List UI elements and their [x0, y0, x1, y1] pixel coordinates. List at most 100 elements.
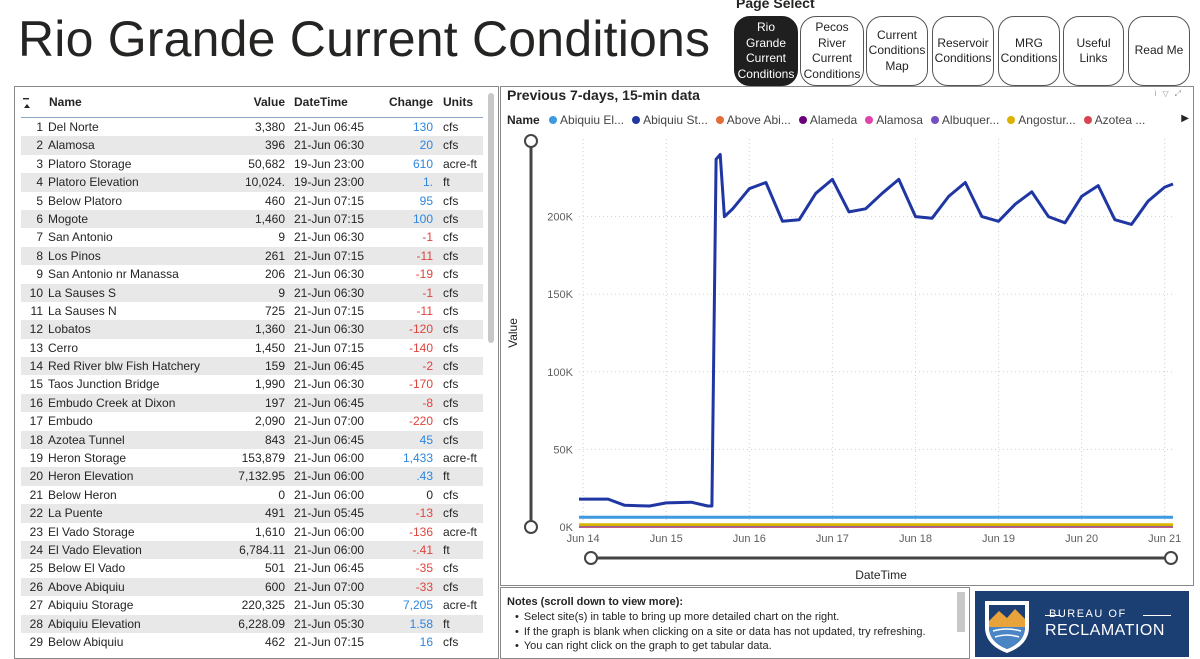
line-chart[interactable]: Jun 14 Jun 15 Jun 16 Jun 17 Jun 18 Jun 19 Jun …: [501, 87, 1195, 587]
table-scrollbar[interactable]: [488, 93, 494, 343]
header-datetime[interactable]: DateTime: [294, 95, 348, 109]
nav-button-6[interactable]: Useful Links: [1063, 16, 1124, 86]
x-slider-handle-right[interactable]: [1164, 551, 1178, 565]
row-name: Lobatos: [48, 322, 91, 337]
row-value: 9: [278, 230, 285, 245]
row-units: cfs: [443, 138, 459, 153]
table-row[interactable]: 28 Abiquiu Elevation 6,228.09 21-Jun 05:30 1…: [21, 614, 483, 633]
y-axis-label: Value: [506, 318, 520, 348]
row-change: -33: [415, 579, 433, 594]
table-row[interactable]: 2 Alamosa 396 21-Jun 06:30 20 cfs: [21, 136, 483, 155]
table-row[interactable]: 12 Lobatos 1,360 21-Jun 06:30 -120 cfs: [21, 320, 483, 339]
row-value: 153,879: [241, 451, 285, 466]
notes-scrollbar[interactable]: [957, 592, 965, 632]
nav-button-2[interactable]: Pecos River Current Conditions: [800, 16, 864, 86]
row-change: -.41: [412, 542, 433, 557]
legend-label: Abiquiu El...: [560, 113, 625, 127]
nav-button-4[interactable]: Reservoir Conditions: [932, 16, 994, 86]
table-row[interactable]: 21 Below Heron 0 21-Jun 06:00 0 cfs: [21, 486, 483, 504]
header-name[interactable]: Name: [49, 95, 82, 109]
header-value[interactable]: Value: [253, 95, 285, 109]
table-row[interactable]: 1 Del Norte 3,380 21-Jun 06:45 130 cfs: [21, 118, 483, 136]
row-datetime: 21-Jun 07:00: [294, 579, 365, 594]
row-name: La Puente: [48, 506, 103, 521]
nav-button-1[interactable]: Rio Grande Current Conditions: [734, 16, 798, 86]
nav-button-3[interactable]: Current Conditions Map: [866, 16, 928, 86]
row-units: cfs: [443, 561, 459, 576]
table-row[interactable]: 26 Above Abiquiu 600 21-Jun 07:00 -33 cfs: [21, 577, 483, 597]
table-row[interactable]: 7 San Antonio 9 21-Jun 06:30 -1 cfs: [21, 228, 483, 246]
table-row[interactable]: 19 Heron Storage 153,879 21-Jun 06:00 1,433 a…: [21, 449, 483, 467]
table-row[interactable]: 8 Los Pinos 261 21-Jun 07:15 -11 cfs: [21, 246, 483, 266]
header-units[interactable]: Units: [443, 95, 473, 109]
row-datetime: 21-Jun 06:00: [294, 469, 365, 484]
nav-button-5[interactable]: MRG Conditions: [998, 16, 1060, 86]
y-slider-handle-top[interactable]: [524, 134, 538, 148]
row-name: Heron Storage: [48, 451, 127, 466]
filter-icon[interactable]: ▽: [1162, 89, 1175, 98]
nav-button-7[interactable]: Read Me: [1128, 16, 1190, 86]
row-change: 7,205: [402, 598, 433, 613]
header-change[interactable]: Change: [388, 95, 433, 109]
y-slider-handle-bottom[interactable]: [524, 520, 538, 534]
table-row[interactable]: 11 La Sauses N 725 21-Jun 07:15 -11 cfs: [21, 302, 483, 320]
row-units: cfs: [443, 414, 459, 429]
table-row[interactable]: 10 La Sauses S 9 21-Jun 06:30 -1 cfs: [21, 283, 483, 302]
table-row[interactable]: 16 Embudo Creek at Dixon 197 21-Jun 06:45 -8…: [21, 393, 483, 413]
row-change: 1.58: [409, 616, 433, 631]
row-change: -220: [408, 414, 433, 429]
table-row[interactable]: 15 Taos Junction Bridge 1,990 21-Jun 06:30 -…: [21, 375, 483, 393]
table-row[interactable]: 3 Platoro Storage 50,682 19-Jun 23:00 610 acr…: [21, 155, 483, 173]
table-row[interactable]: 25 Below El Vado 501 21-Jun 06:45 -35 cfs: [21, 559, 483, 577]
table-row[interactable]: 24 El Vado Elevation 6,784.11 21-Jun 06:00 -…: [21, 540, 483, 560]
table-row[interactable]: 13 Cerro 1,450 21-Jun 07:15 -140 cfs: [21, 339, 483, 357]
row-units: cfs: [443, 322, 459, 337]
legend-item[interactable]: Alameda: [798, 113, 857, 127]
legend-item[interactable]: Abiquiu St...: [632, 113, 708, 127]
table-row[interactable]: 9 San Antonio nr Manassa 206 21-Jun 06:30 -1…: [21, 265, 483, 283]
table-row[interactable]: 23 El Vado Storage 1,610 21-Jun 06:00 -136 ac…: [21, 523, 483, 541]
table-row[interactable]: 22 La Puente 491 21-Jun 05:45 -13 cfs: [21, 504, 483, 523]
table-row[interactable]: 5 Below Platoro 460 21-Jun 07:15 95 cfs: [21, 192, 483, 210]
table-row[interactable]: 27 Abiquiu Storage 220,325 21-Jun 05:30 7,20…: [21, 596, 483, 614]
row-datetime: 21-Jun 07:15: [294, 340, 365, 355]
page-title: Rio Grande Current Conditions: [18, 11, 711, 67]
row-change: 1.: [422, 175, 433, 190]
series-line[interactable]: [579, 153, 1174, 508]
x-tick-label: Jun 16: [733, 533, 766, 545]
row-datetime: 21-Jun 05:30: [294, 616, 365, 631]
legend-label: Above Abi...: [726, 113, 791, 127]
legend-item[interactable]: Alamosa: [865, 113, 923, 127]
logo-rule-left: [1045, 615, 1061, 616]
x-slider-handle-left[interactable]: [584, 551, 598, 565]
table-row[interactable]: 6 Mogote 1,460 21-Jun 07:15 100 cfs: [21, 209, 483, 229]
sort-icon[interactable]: [22, 97, 32, 109]
y-tick-label: 50K: [553, 444, 573, 456]
table-row[interactable]: 4 Platoro Elevation 10,024. 19-Jun 23:00 1. f…: [21, 173, 483, 192]
row-index: 8: [36, 248, 43, 263]
row-value: 3,380: [254, 120, 285, 134]
focus-mode-icon[interactable]: ⤢: [1174, 89, 1187, 98]
legend-item[interactable]: Abiquiu El...: [549, 113, 624, 127]
legend-item[interactable]: Angostur...: [1007, 113, 1076, 127]
row-index: 5: [36, 193, 43, 208]
row-datetime: 21-Jun 06:00: [294, 524, 365, 539]
legend-item[interactable]: Albuquer...: [930, 113, 999, 127]
info-icon[interactable]: i: [1154, 89, 1163, 98]
table-row[interactable]: 18 Azotea Tunnel 843 21-Jun 06:45 45 cfs: [21, 430, 483, 450]
row-index: 27: [29, 598, 43, 613]
legend-item[interactable]: Above Abi...: [715, 113, 791, 127]
row-change: 610: [412, 156, 433, 171]
legend-item[interactable]: Azotea ...: [1083, 113, 1145, 127]
row-index: 28: [29, 616, 43, 631]
table-row[interactable]: 20 Heron Elevation 7,132.95 21-Jun 06:00 .43…: [21, 467, 483, 486]
legend-next-icon[interactable]: ▶: [1181, 113, 1189, 124]
table-row[interactable]: 17 Embudo 2,090 21-Jun 07:00 -220 cfs: [21, 412, 483, 430]
table-row[interactable]: 14 Red River blw Fish Hatchery 159 21-Jun 0…: [21, 357, 483, 376]
row-change: -1: [422, 285, 433, 300]
legend-dot-icon: [632, 116, 641, 124]
table-body: 1 Del Norte 3,380 21-Jun 06:45 130 cfs 2 Alamos…: [21, 118, 483, 651]
row-name: Mogote: [48, 211, 89, 226]
legend-dot-icon: [715, 116, 724, 124]
table-row[interactable]: 29 Below Abiquiu 462 21-Jun 07:15 16 cfs: [21, 633, 483, 651]
